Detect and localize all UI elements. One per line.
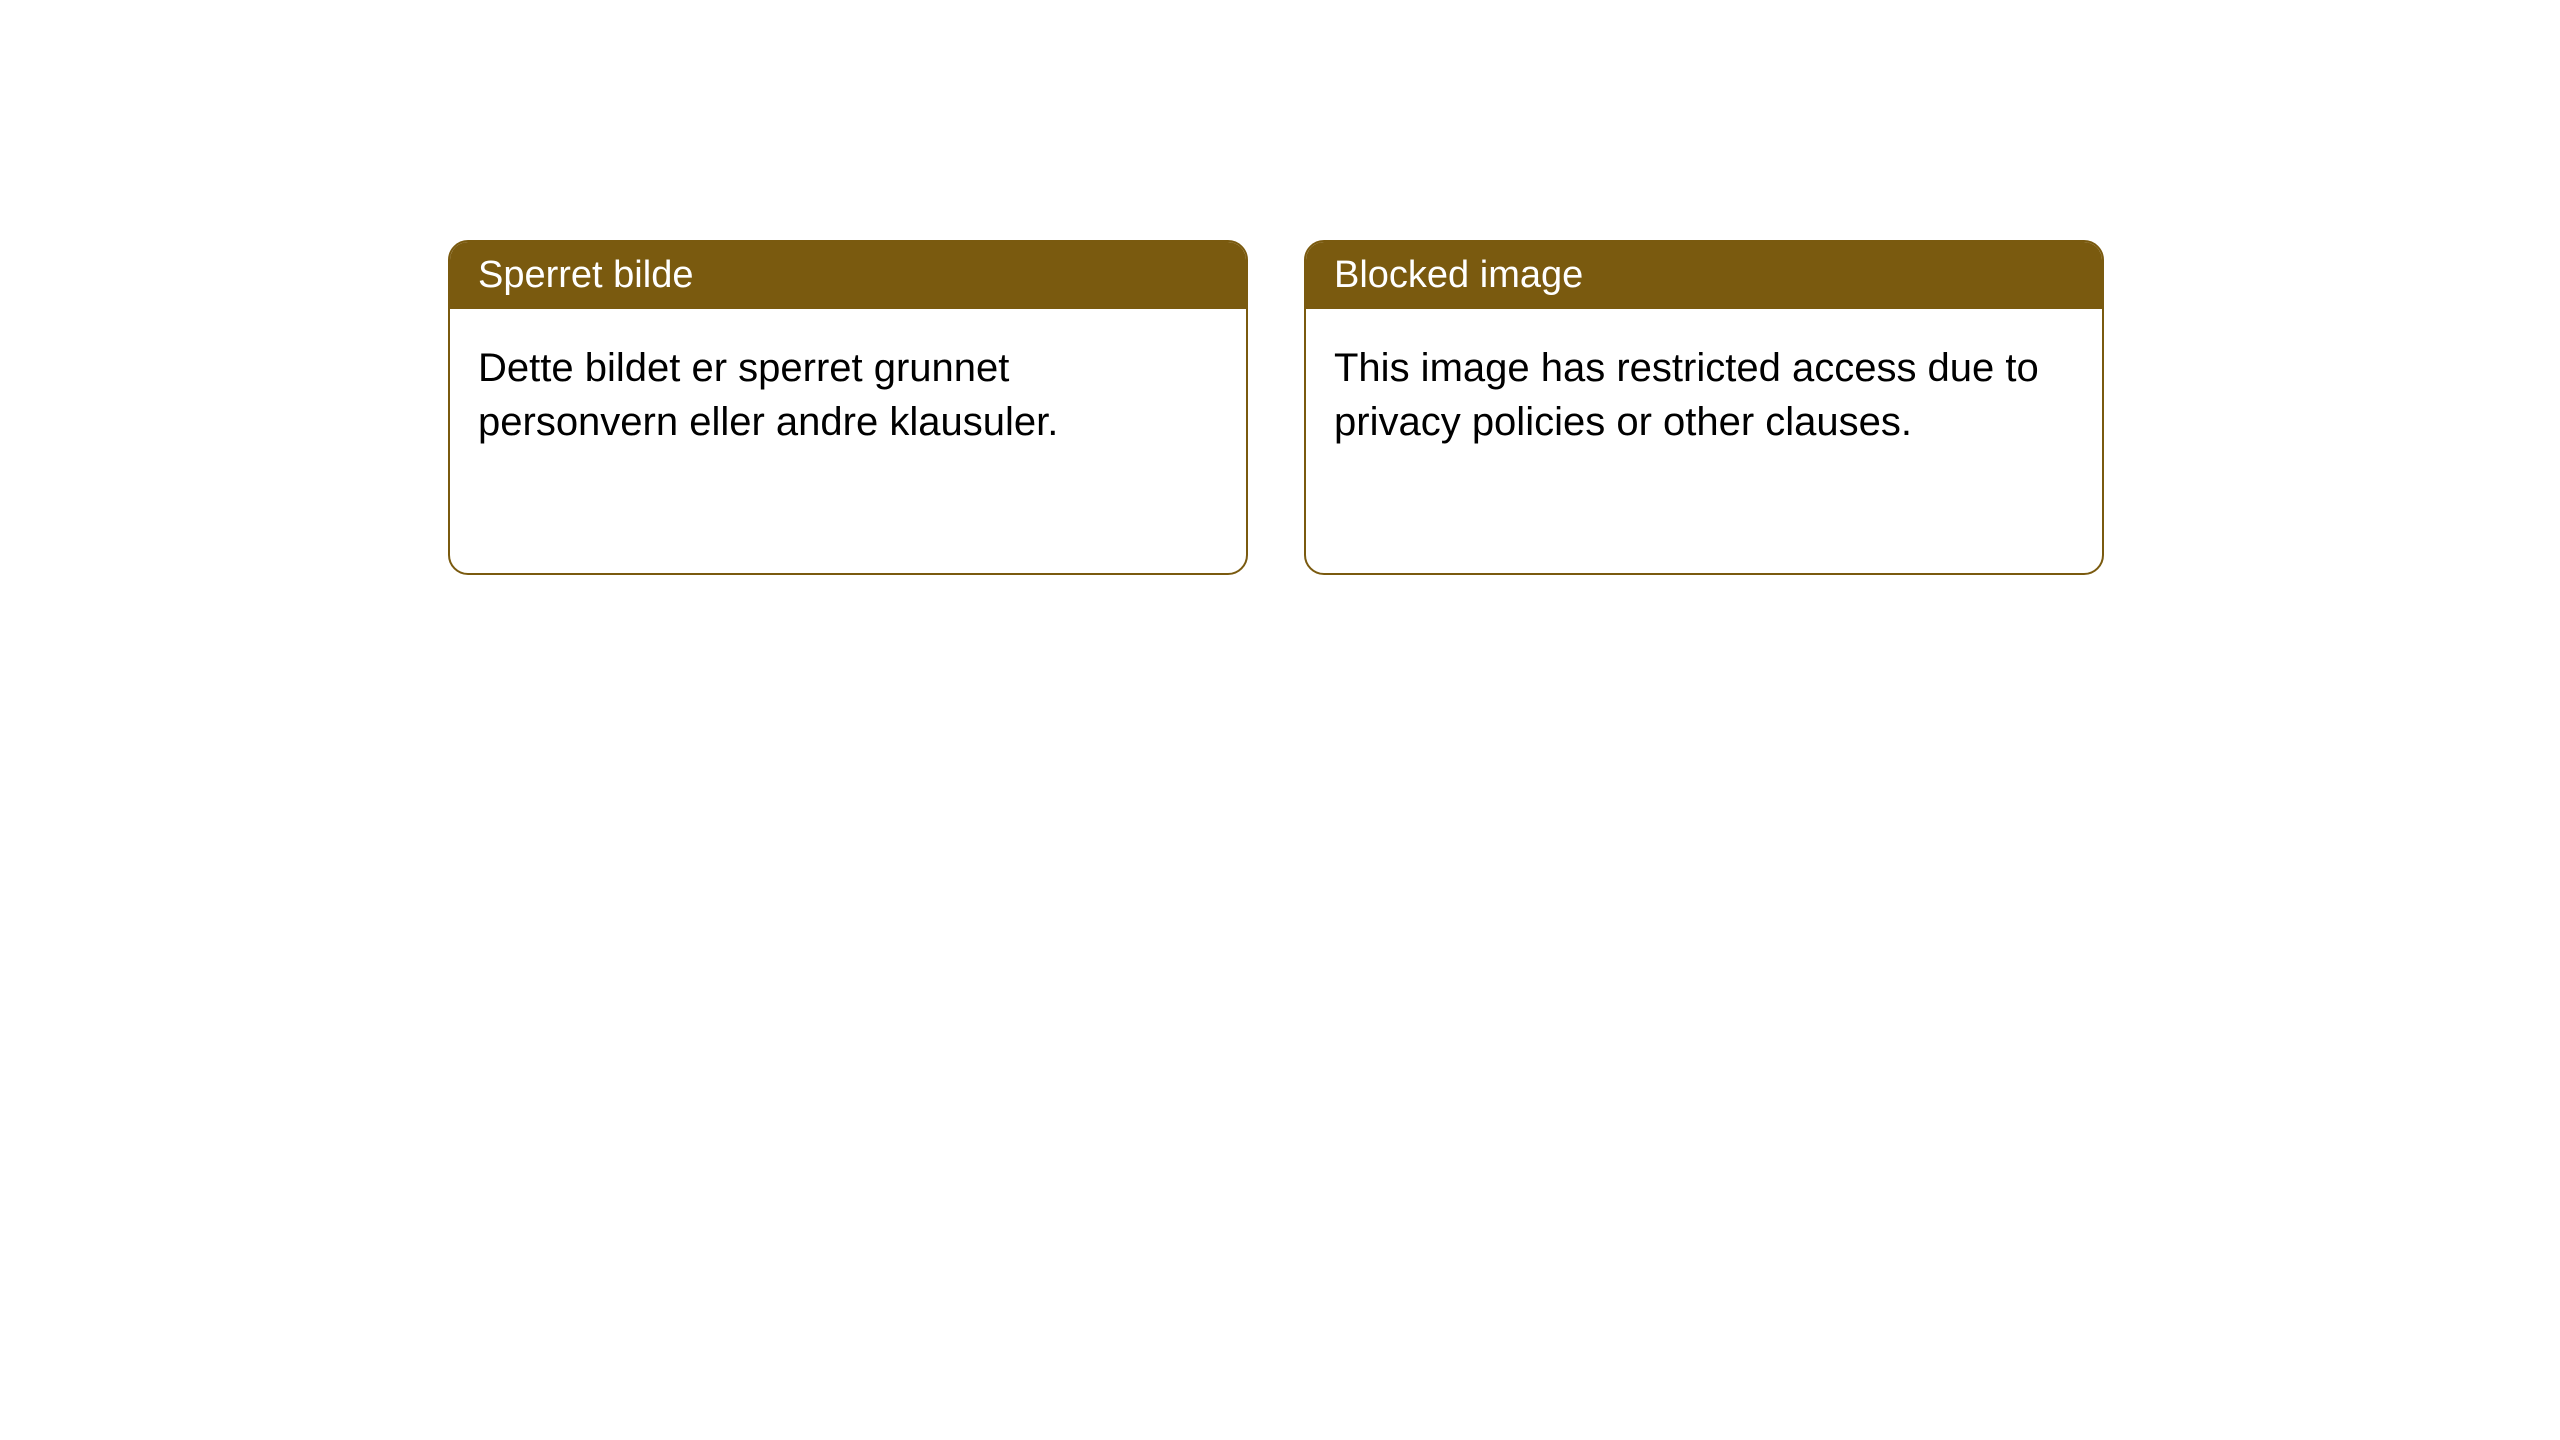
notice-card-container: Sperret bilde Dette bildet er sperret gr… (448, 240, 2104, 575)
notice-card-norwegian: Sperret bilde Dette bildet er sperret gr… (448, 240, 1248, 575)
notice-card-message: This image has restricted access due to … (1334, 346, 2039, 444)
notice-card-header: Blocked image (1306, 242, 2102, 309)
notice-card-english: Blocked image This image has restricted … (1304, 240, 2104, 575)
notice-card-body: This image has restricted access due to … (1306, 309, 2102, 481)
notice-card-message: Dette bildet er sperret grunnet personve… (478, 346, 1058, 444)
notice-card-header: Sperret bilde (450, 242, 1246, 309)
notice-card-title: Blocked image (1334, 254, 1583, 296)
notice-card-title: Sperret bilde (478, 254, 693, 296)
notice-card-body: Dette bildet er sperret grunnet personve… (450, 309, 1246, 481)
